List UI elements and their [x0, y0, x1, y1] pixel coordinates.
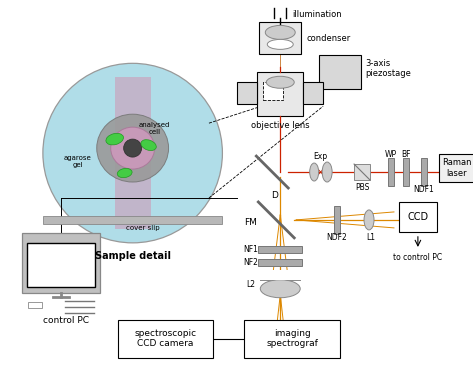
Bar: [303, 82, 323, 104]
Bar: [237, 82, 257, 104]
Text: L2: L2: [246, 280, 255, 289]
Bar: [43, 216, 222, 224]
Ellipse shape: [267, 39, 293, 49]
Bar: [118, 320, 213, 357]
Bar: [354, 164, 370, 180]
Bar: [28, 302, 42, 308]
Bar: [319, 55, 361, 89]
Text: NF1: NF1: [243, 245, 258, 254]
Text: spectroscopic
CCD camera: spectroscopic CCD camera: [135, 329, 197, 348]
Text: L1: L1: [366, 233, 375, 243]
Bar: [258, 246, 302, 253]
Ellipse shape: [111, 127, 155, 169]
Text: CCD: CCD: [407, 212, 428, 222]
Ellipse shape: [322, 162, 332, 182]
Text: control PC: control PC: [43, 316, 89, 325]
Circle shape: [124, 139, 142, 157]
Text: agarose
gel: agarose gel: [64, 154, 91, 167]
Polygon shape: [115, 77, 151, 230]
Ellipse shape: [265, 25, 295, 39]
Bar: [257, 72, 303, 116]
Ellipse shape: [364, 210, 374, 230]
Text: to control PC: to control PC: [393, 253, 442, 262]
Text: PBS: PBS: [355, 183, 369, 192]
Text: NF2: NF2: [243, 258, 258, 267]
Text: imaging
spectrograf: imaging spectrograf: [266, 329, 318, 348]
Text: 3-axis
piezostage: 3-axis piezostage: [365, 59, 411, 78]
Bar: [439, 154, 474, 182]
Text: analysed
cell: analysed cell: [139, 122, 170, 135]
Text: Sample detail: Sample detail: [95, 251, 171, 261]
Bar: [245, 320, 340, 357]
Ellipse shape: [106, 133, 124, 145]
Text: WP: WP: [385, 150, 397, 158]
Bar: [260, 270, 300, 280]
Bar: [421, 158, 427, 186]
Text: NDF2: NDF2: [327, 233, 347, 243]
Ellipse shape: [260, 280, 300, 298]
Text: FM: FM: [244, 218, 257, 227]
Text: NDF1: NDF1: [413, 186, 434, 195]
Bar: [263, 82, 283, 100]
Ellipse shape: [97, 114, 169, 182]
Bar: [388, 158, 394, 186]
Text: Exp: Exp: [313, 151, 327, 161]
Ellipse shape: [117, 169, 132, 178]
Bar: [22, 233, 100, 293]
Bar: [259, 22, 301, 54]
Text: objective lens: objective lens: [251, 121, 310, 130]
Text: cover slip: cover slip: [126, 225, 159, 231]
Ellipse shape: [266, 76, 294, 88]
Bar: [258, 259, 302, 266]
Text: illumination: illumination: [292, 10, 342, 19]
Text: condenser: condenser: [306, 34, 350, 43]
Bar: [399, 202, 437, 232]
Ellipse shape: [141, 140, 156, 151]
Bar: [334, 206, 340, 234]
Circle shape: [43, 63, 222, 243]
Ellipse shape: [310, 163, 319, 181]
Bar: [27, 243, 95, 287]
Bar: [403, 158, 409, 186]
Text: BF: BF: [401, 150, 410, 158]
Text: D: D: [271, 192, 278, 201]
Text: Raman
laser: Raman laser: [442, 158, 472, 178]
